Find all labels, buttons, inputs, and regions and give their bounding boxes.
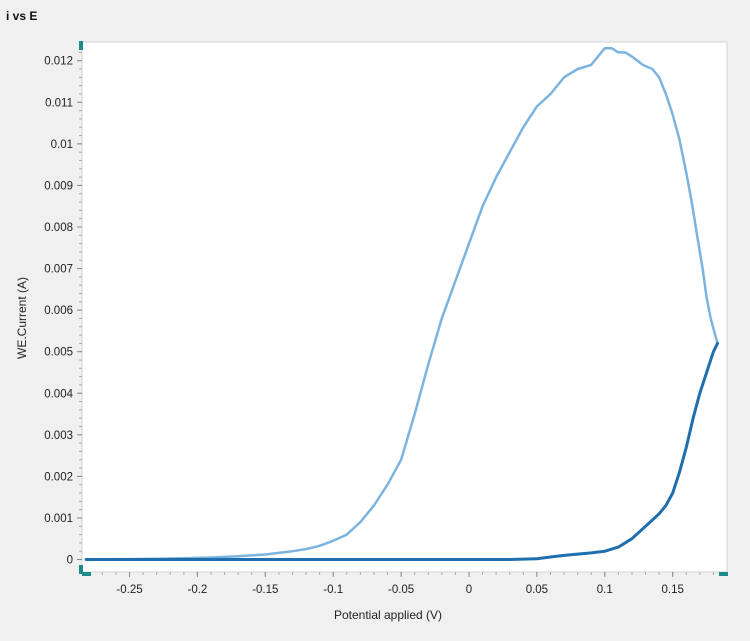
y-tick-label: 0.007 <box>44 264 73 276</box>
y-tick-label: 0.006 <box>44 305 73 317</box>
x-tick-label: -0.1 <box>323 584 343 596</box>
y-tick-label: 0.009 <box>44 180 73 192</box>
x-tick-label: -0.2 <box>188 584 208 596</box>
y-tick-label: 0.008 <box>44 222 73 234</box>
x-tick-label: -0.25 <box>116 584 142 596</box>
y-tick-label: 0.011 <box>45 97 73 109</box>
x-axis: -0.25 -0.2 -0.15 -0.1 -0.05 0 0.05 0.1 0.15 <box>116 572 684 596</box>
x-tick-label: 0 <box>466 584 472 596</box>
x-axis-min-handle[interactable] <box>82 572 91 576</box>
series-line-2 <box>84 341 719 561</box>
x-axis-label: Potential applied (V) <box>334 608 442 622</box>
x-axis-max-handle[interactable] <box>719 572 728 576</box>
y-axis-min-handle[interactable] <box>79 565 83 574</box>
y-axis-label: WE.Current (A) <box>15 277 29 359</box>
x-tick-label: 0.15 <box>661 584 683 596</box>
x-tick-label: 0.05 <box>526 584 548 596</box>
series-layer <box>84 46 719 561</box>
y-tick-label: 0.003 <box>44 430 73 442</box>
y-tick-label: 0.01 <box>51 139 73 151</box>
y-axis: 0 0.001 0.002 0.003 0.004 0.005 0.006 0.007 0.00… <box>44 56 82 567</box>
axis-handles[interactable] <box>79 41 728 576</box>
y-axis-max-handle[interactable] <box>79 41 83 50</box>
y-tick-label: 0.005 <box>44 347 73 359</box>
y-tick-label: 0.012 <box>44 56 73 68</box>
series-line-1 <box>84 46 719 561</box>
y-tick-label: 0.001 <box>44 513 73 525</box>
x-tick-label: -0.05 <box>388 584 414 596</box>
y-tick-label: 0.004 <box>44 388 73 400</box>
y-tick-label: 0 <box>67 555 73 567</box>
x-tick-label: -0.15 <box>252 584 278 596</box>
plot-background <box>81 41 728 573</box>
x-tick-label: 0.1 <box>597 584 613 596</box>
chart-title: i vs E <box>6 9 38 23</box>
y-tick-label: 0.002 <box>44 471 73 483</box>
